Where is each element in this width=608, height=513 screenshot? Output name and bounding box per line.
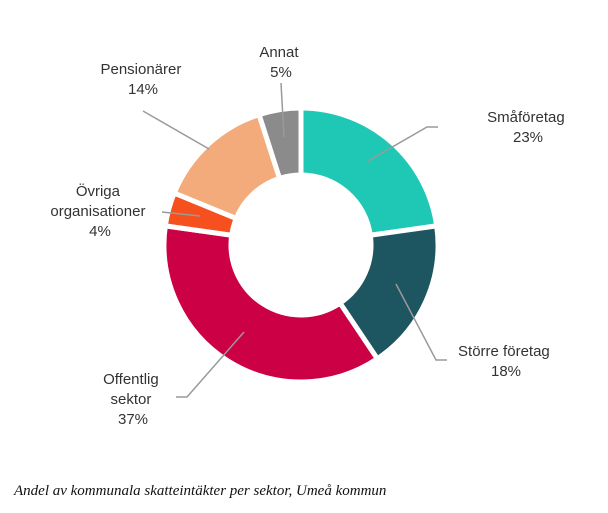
label-offentlig-sektor-value: 37% (118, 411, 148, 428)
label-storre-foretag-value: 18% (491, 363, 521, 380)
leader-pensionarer (142, 110, 210, 150)
label-annat-name: Annat (259, 44, 299, 61)
label-annat-value: 5% (270, 64, 292, 81)
slice-group (161, 105, 441, 385)
label-ovriga-organisationer: Övriga organisationer 4% (50, 182, 149, 240)
slice-offentlig-sektor (161, 223, 381, 385)
label-smaforetag-name: Småföretag (487, 109, 565, 126)
label-smaforetag-value: 23% (513, 129, 543, 146)
leader-storre-foretag (395, 283, 447, 361)
label-offentlig-sektor: Offentlig sektor 37% (103, 371, 163, 428)
leader-ovriga-organisationer (161, 211, 201, 217)
label-storre-foretag: Större företag 18% (458, 343, 554, 380)
label-pensionarer-name: Pensionärer (100, 61, 181, 78)
leader-line-group (142, 82, 447, 398)
label-offentlig-sektor-line-2: sektor (110, 391, 151, 408)
leader-smaforetag (367, 126, 438, 162)
leader-annat (280, 82, 285, 138)
label-annat: Annat 5% (259, 44, 302, 81)
label-storre-foretag-name: Större företag (458, 343, 550, 360)
label-ovriga-organisationer-line-2: organisationer (50, 203, 145, 220)
label-offentlig-sektor-line-1: Offentlig (103, 371, 159, 388)
slice-smaforetag (298, 105, 440, 239)
chart-caption: Andel av kommunala skatteintäkter per se… (14, 483, 387, 499)
label-pensionarer-value: 14% (128, 81, 158, 98)
label-ovriga-organisationer-value: 4% (89, 223, 111, 240)
label-pensionarer: Pensionärer 14% (100, 61, 185, 98)
label-ovriga-organisationer-line-1: Övriga (76, 182, 121, 200)
label-smaforetag: Småföretag 23% (487, 109, 569, 146)
leader-offentlig-sektor (176, 331, 245, 398)
slice-annat (255, 105, 304, 182)
